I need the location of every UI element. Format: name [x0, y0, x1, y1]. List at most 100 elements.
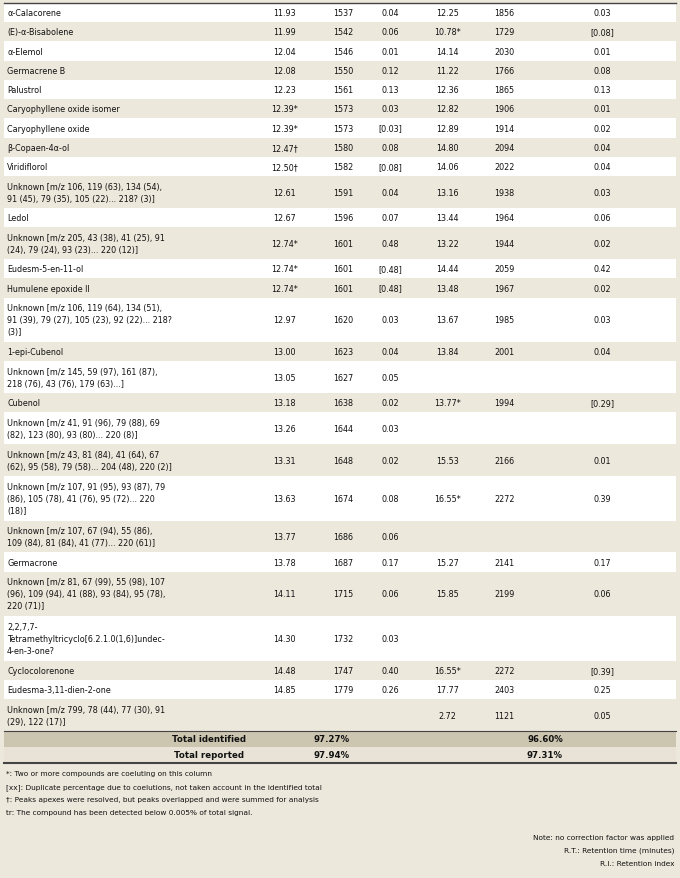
Text: †: Peaks apexes were resolved, but peaks overlapped and were summed for analysis: †: Peaks apexes were resolved, but peaks… [6, 796, 319, 802]
Bar [4, 731, 676, 747]
Text: 12.23: 12.23 [273, 86, 296, 95]
Text: 1546: 1546 [333, 47, 354, 56]
Text: 1537: 1537 [333, 9, 354, 18]
Text: *: Two or more compounds are coeluting on this column: *: Two or more compounds are coeluting o… [6, 770, 212, 776]
Text: 1906: 1906 [494, 105, 515, 114]
Text: 13.67: 13.67 [436, 316, 459, 325]
Text: 1601: 1601 [333, 284, 354, 293]
Text: 16.55*: 16.55* [434, 666, 461, 675]
Text: 1964: 1964 [494, 214, 515, 223]
Text: Unknown [m/z 106, 119 (63), 134 (54),: Unknown [m/z 106, 119 (63), 134 (54), [7, 183, 162, 191]
Text: 2272: 2272 [494, 666, 515, 675]
Text: 1-epi-Cubenol: 1-epi-Cubenol [7, 348, 63, 356]
Text: 12.74*: 12.74* [271, 284, 298, 293]
Text: 220 (71)]: 220 (71)] [7, 601, 44, 611]
Text: [0.48]: [0.48] [379, 284, 403, 293]
Text: (82), 123 (80), 93 (80)... 220 (8)]: (82), 123 (80), 93 (80)... 220 (8)] [7, 430, 137, 439]
Text: 1944: 1944 [494, 240, 515, 248]
Text: 1573: 1573 [333, 125, 354, 133]
Bar [4, 260, 676, 279]
Text: Unknown [m/z 41, 91 (96), 79 (88), 69: Unknown [m/z 41, 91 (96), 79 (88), 69 [7, 419, 160, 428]
Text: 10.78*: 10.78* [435, 28, 461, 38]
Text: Unknown [m/z 106, 119 (64), 134 (51),: Unknown [m/z 106, 119 (64), 134 (51), [7, 304, 162, 313]
Text: 12.04: 12.04 [273, 47, 296, 56]
Text: 1623: 1623 [333, 348, 354, 356]
Text: 16.55*: 16.55* [434, 494, 461, 503]
Bar [4, 393, 676, 413]
Text: 1542: 1542 [333, 28, 354, 38]
Text: 2166: 2166 [494, 457, 515, 465]
Text: [0.03]: [0.03] [379, 125, 403, 133]
Text: 97.27%: 97.27% [313, 735, 350, 744]
Bar [4, 23, 676, 42]
Text: 1638: 1638 [333, 399, 354, 408]
Text: 0.06: 0.06 [594, 214, 611, 223]
Text: [0.08]: [0.08] [590, 28, 614, 38]
Text: 218 (76), 43 (76), 179 (63)...]: 218 (76), 43 (76), 179 (63)...] [7, 379, 124, 388]
Text: 2272: 2272 [494, 494, 515, 503]
Text: 11.93: 11.93 [273, 9, 296, 18]
Text: 1591: 1591 [333, 189, 354, 198]
Text: (96), 109 (94), 41 (88), 93 (84), 95 (78),: (96), 109 (94), 41 (88), 93 (84), 95 (78… [7, 590, 165, 599]
Text: Eudesma-3,11-dien-2-one: Eudesma-3,11-dien-2-one [7, 685, 111, 694]
Text: 14.30: 14.30 [273, 634, 296, 644]
Bar [4, 100, 676, 119]
Bar [4, 661, 676, 680]
Text: 0.48: 0.48 [381, 240, 399, 248]
Bar [4, 158, 676, 177]
Text: 0.06: 0.06 [381, 532, 399, 542]
Text: 0.13: 0.13 [381, 86, 399, 95]
Text: 1121: 1121 [494, 711, 515, 720]
Text: 12.67: 12.67 [273, 214, 296, 223]
Text: 0.02: 0.02 [593, 125, 611, 133]
Text: [0.29]: [0.29] [590, 399, 614, 408]
Bar [4, 119, 676, 139]
Text: 2022: 2022 [494, 163, 515, 172]
Text: tr: The compound has been detected below 0.005% of total signal.: tr: The compound has been detected below… [6, 810, 252, 815]
Bar [4, 477, 676, 521]
Text: 0.05: 0.05 [593, 711, 611, 720]
Text: 13.63: 13.63 [273, 494, 296, 503]
Text: 0.01: 0.01 [381, 47, 399, 56]
Bar [4, 445, 676, 477]
Text: 0.02: 0.02 [593, 284, 611, 293]
Text: 12.50†: 12.50† [271, 163, 298, 172]
Text: 15.53: 15.53 [436, 457, 459, 465]
Text: [0.08]: [0.08] [379, 163, 403, 172]
Text: 0.01: 0.01 [594, 105, 611, 114]
Text: 1627: 1627 [333, 373, 354, 382]
Bar [4, 747, 676, 763]
Text: 0.39: 0.39 [593, 494, 611, 503]
Text: 1779: 1779 [333, 685, 354, 694]
Text: 12.25: 12.25 [436, 9, 459, 18]
Text: 0.06: 0.06 [381, 28, 399, 38]
Text: Unknown [m/z 107, 67 (94), 55 (86),: Unknown [m/z 107, 67 (94), 55 (86), [7, 527, 152, 536]
Text: Unknown [m/z 81, 67 (99), 55 (98), 107: Unknown [m/z 81, 67 (99), 55 (98), 107 [7, 578, 165, 587]
Text: R.T.: Retention time (minutes): R.T.: Retention time (minutes) [564, 847, 674, 853]
Text: Viridiflorol: Viridiflorol [7, 163, 48, 172]
Text: 2,2,7,7-: 2,2,7,7- [7, 623, 37, 631]
Text: 0.02: 0.02 [593, 240, 611, 248]
Bar [4, 342, 676, 362]
Text: 1550: 1550 [333, 67, 354, 76]
Text: 0.06: 0.06 [594, 590, 611, 599]
Text: 12.82: 12.82 [436, 105, 459, 114]
Text: 17.77: 17.77 [436, 685, 459, 694]
Text: 12.74*: 12.74* [271, 240, 298, 248]
Text: 0.25: 0.25 [593, 685, 611, 694]
Text: 91 (39), 79 (27), 105 (23), 92 (22)... 218?: 91 (39), 79 (27), 105 (23), 92 (22)... 2… [7, 316, 172, 325]
Text: Unknown [m/z 145, 59 (97), 161 (87),: Unknown [m/z 145, 59 (97), 161 (87), [7, 367, 158, 377]
Text: 0.03: 0.03 [594, 189, 611, 198]
Bar [4, 81, 676, 100]
Text: 13.05: 13.05 [273, 373, 296, 382]
Text: 109 (84), 81 (84), 41 (77)... 220 (61)]: 109 (84), 81 (84), 41 (77)... 220 (61)] [7, 538, 155, 547]
Text: 0.01: 0.01 [594, 457, 611, 465]
Text: 1580: 1580 [333, 144, 354, 153]
Text: 0.04: 0.04 [381, 9, 399, 18]
Text: 0.17: 0.17 [381, 558, 399, 567]
Text: 13.78: 13.78 [273, 558, 296, 567]
Text: R.I.: Retention index: R.I.: Retention index [600, 860, 674, 866]
Text: 11.99: 11.99 [273, 28, 296, 38]
Text: 1601: 1601 [333, 240, 354, 248]
Text: Tetramethyltricyclo[6.2.1.0(1,6)]undec-: Tetramethyltricyclo[6.2.1.0(1,6)]undec- [7, 634, 165, 644]
